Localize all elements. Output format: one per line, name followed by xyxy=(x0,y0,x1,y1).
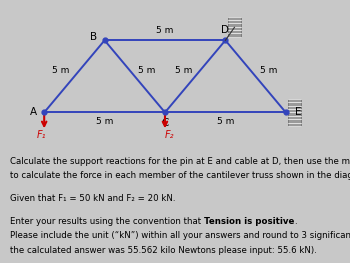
Text: F₁: F₁ xyxy=(36,130,46,140)
Text: F₂: F₂ xyxy=(165,130,175,140)
Text: E: E xyxy=(295,107,301,117)
Text: 5 m: 5 m xyxy=(156,27,174,36)
Text: 5 m: 5 m xyxy=(175,66,192,75)
Text: A: A xyxy=(30,107,37,117)
Text: 5 m: 5 m xyxy=(217,117,234,125)
Text: to calculate the force in each member of the cantilever truss shown in the diagr: to calculate the force in each member of… xyxy=(10,171,350,180)
Text: B: B xyxy=(90,32,97,42)
Bar xyxy=(288,99,301,126)
Text: C: C xyxy=(161,118,169,128)
Text: 5 m: 5 m xyxy=(52,66,70,75)
Text: 5 m: 5 m xyxy=(260,66,278,75)
Text: D: D xyxy=(221,25,229,35)
Text: Enter your results using the convention that: Enter your results using the convention … xyxy=(10,216,204,226)
Bar xyxy=(228,17,241,37)
Text: Tension is positive: Tension is positive xyxy=(204,216,295,226)
Text: the calculated answer was 55.562 kilo Newtons please input: 55.6 kN).: the calculated answer was 55.562 kilo Ne… xyxy=(10,246,317,255)
Text: Calculate the support reactions for the pin at E and cable at D, then use the me: Calculate the support reactions for the … xyxy=(10,157,350,166)
Text: 5 m: 5 m xyxy=(138,66,155,75)
Text: .: . xyxy=(295,216,297,226)
Text: Please include the unit (“kN”) within all your answers and round to 3 significan: Please include the unit (“kN”) within al… xyxy=(10,231,350,240)
Text: 5 m: 5 m xyxy=(96,117,113,125)
Text: Given that F₁ = 50 kN and F₂ = 20 kN.: Given that F₁ = 50 kN and F₂ = 20 kN. xyxy=(10,194,176,203)
